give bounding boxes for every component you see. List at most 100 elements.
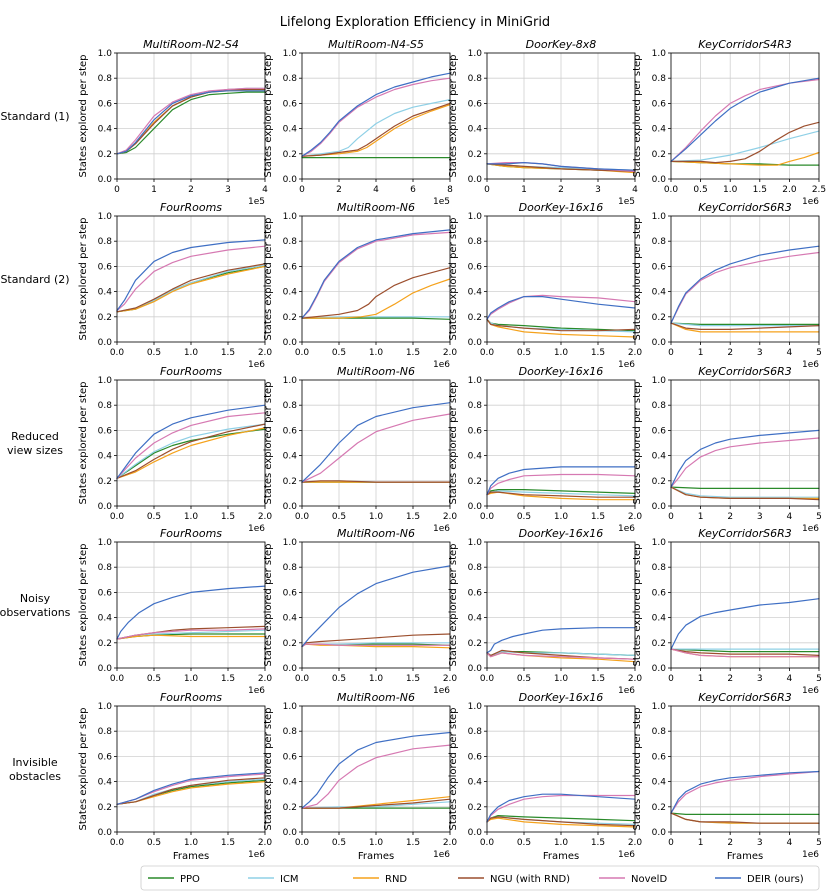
legend-item-noveld: NovelD <box>599 874 667 885</box>
row-label-line: view sizes <box>7 444 63 457</box>
y-tick-label: 0.2 <box>652 639 666 649</box>
y-tick-label: 0.2 <box>283 313 297 323</box>
legend-label: NovelD <box>631 874 667 885</box>
y-tick-label: 1.0 <box>468 212 483 222</box>
y-tick-label: 0.2 <box>468 477 482 487</box>
subplot-4-4: 0.0 0.2 0.4 0.6 0.8 1.0 0 1 2 3 4 5 KeyCorridorS6R3 1… <box>632 527 822 696</box>
y-tick-label: 1.0 <box>283 376 298 386</box>
plot-frame <box>670 215 820 343</box>
series-line-ngu <box>301 267 451 319</box>
x-tick-label: 1 <box>698 674 704 684</box>
legend: PPO ICM RND NGU (with RND) NovelD DEIR (ours) <box>140 865 820 891</box>
plot-frame <box>301 52 451 180</box>
subplot-title: DoorKey-16x16 <box>519 691 604 704</box>
x-tick-label: 4 <box>373 185 379 195</box>
y-tick-label: 0.0 <box>652 828 667 838</box>
subplot-title: FourRooms <box>160 365 222 378</box>
x-tick-label: 6 <box>410 185 416 195</box>
y-tick-label: 0.4 <box>283 778 298 788</box>
x-tick-label: 3 <box>595 185 601 195</box>
y-tick-label: 0.6 <box>283 588 298 598</box>
y-tick-label: 0.4 <box>468 614 483 624</box>
y-tick-label: 1.0 <box>283 212 298 222</box>
y-tick-label: 0.6 <box>283 99 298 109</box>
series-line-rnd <box>116 265 266 313</box>
x-tick-label: 0.5 <box>147 512 161 522</box>
y-tick-label: 1.0 <box>283 702 298 712</box>
subplot-4-1: 0.0 0.2 0.4 0.6 0.8 1.0 0.0 0.5 1.0 1.5 2.0 FourRoo… <box>78 527 272 696</box>
subplot-3-4: 0.0 0.2 0.4 0.6 0.8 1.0 0 1 2 3 4 5 KeyCorridorS6R3 1… <box>632 365 822 534</box>
y-tick-label: 0.0 <box>652 664 667 674</box>
x-axis-multiplier: 1e5 <box>618 197 635 207</box>
x-tick-label: 3 <box>757 348 763 358</box>
series-line-ngu <box>116 263 266 313</box>
x-tick-label: 1 <box>698 838 704 848</box>
subplot-5-1: 0.0 0.2 0.4 0.6 0.8 1.0 0.0 0.5 1.0 1.5 2.0 FourRoo… <box>78 691 272 862</box>
x-tick-label: 1.5 <box>591 674 605 684</box>
y-tick-label: 0.8 <box>283 74 298 84</box>
series-line-noveld <box>670 437 820 488</box>
x-tick-label: 0.0 <box>110 838 125 848</box>
series-line-rnd <box>670 151 820 166</box>
y-tick-label: 0.0 <box>283 828 298 838</box>
x-tick-label: 1.0 <box>369 838 384 848</box>
series-line-ppo <box>486 489 636 496</box>
subplot-1-3: 0.0 0.2 0.4 0.6 0.8 1.0 0 1 2 3 4 DoorKey-8x8 1e5 Sta… <box>448 38 638 207</box>
x-axis-multiplier: 1e6 <box>802 197 819 207</box>
series-line-rnd <box>116 634 266 640</box>
y-tick-label: 0.6 <box>98 99 113 109</box>
y-tick-label: 0.2 <box>98 639 112 649</box>
x-tick-label: 2.0 <box>628 838 643 848</box>
y-axis-label: States explored per step <box>448 382 459 505</box>
y-tick-label: 0.8 <box>98 727 113 737</box>
x-tick-label: 1.0 <box>184 674 199 684</box>
y-tick-label: 0.0 <box>98 664 113 674</box>
x-tick-label: 0.5 <box>332 838 346 848</box>
y-tick-label: 0.4 <box>652 125 667 135</box>
x-tick-label: 2.0 <box>443 512 458 522</box>
y-tick-label: 0.0 <box>468 175 483 185</box>
row-label-line: Standard (2) <box>0 273 69 286</box>
x-tick-label: 0 <box>114 185 120 195</box>
x-tick-label: 1.5 <box>406 512 420 522</box>
series-line-ngu <box>670 486 820 501</box>
series-line-ppo <box>670 812 820 816</box>
y-tick-label: 0.4 <box>468 288 483 298</box>
y-tick-label: 0.4 <box>468 778 483 788</box>
x-tick-label: 0.0 <box>480 348 495 358</box>
series-line-deir <box>670 770 820 814</box>
series-line-ngu <box>486 318 636 332</box>
subplot-title: MultiRoom-N4-S5 <box>328 38 424 51</box>
subplot-4-2: 0.0 0.2 0.4 0.6 0.8 1.0 0.0 0.5 1.0 1.5 2.0 MultiRo… <box>263 527 457 696</box>
subplot-2-2: 0.0 0.2 0.4 0.6 0.8 1.0 0.0 0.5 1.0 1.5 2.0 MultiRo… <box>263 201 457 370</box>
subplot-1-2: 0.0 0.2 0.4 0.6 0.8 1.0 0 2 4 6 8 MultiRoom-N4-S5 1e… <box>263 38 453 207</box>
y-axis-label: States explored per step <box>448 55 459 178</box>
plot-frame <box>301 705 451 833</box>
y-tick-label: 1.0 <box>98 702 113 712</box>
y-tick-label: 0.0 <box>468 828 483 838</box>
x-tick-label: 0 <box>668 838 674 848</box>
y-tick-label: 0.4 <box>652 778 667 788</box>
y-axis-label: States explored per step <box>78 55 89 178</box>
x-tick-label: 0.0 <box>295 838 310 848</box>
y-tick-label: 0.8 <box>652 727 667 737</box>
y-tick-label: 1.0 <box>98 212 113 222</box>
y-tick-label: 0.6 <box>652 752 667 762</box>
plot-frame <box>301 379 451 507</box>
y-tick-label: 0.0 <box>652 338 667 348</box>
series-line-ngu <box>301 798 451 809</box>
x-tick-label: 1 <box>151 185 157 195</box>
row-label: Standard (2) <box>0 273 69 286</box>
legend-item-ngu: NGU (with RND) <box>458 874 570 885</box>
y-tick-label: 0.4 <box>98 614 113 624</box>
series-line-deir <box>486 296 636 320</box>
series-line-ngu <box>486 163 636 172</box>
x-tick-label: 2.0 <box>258 348 273 358</box>
x-tick-label: 1.0 <box>184 838 199 848</box>
subplot-title: MultiRoom-N2-S4 <box>143 38 239 51</box>
x-tick-label: 0 <box>668 348 674 358</box>
y-tick-label: 0.2 <box>283 477 297 487</box>
y-tick-label: 0.6 <box>98 588 113 598</box>
x-tick-label: 1.5 <box>221 348 235 358</box>
y-tick-label: 1.0 <box>98 538 113 548</box>
